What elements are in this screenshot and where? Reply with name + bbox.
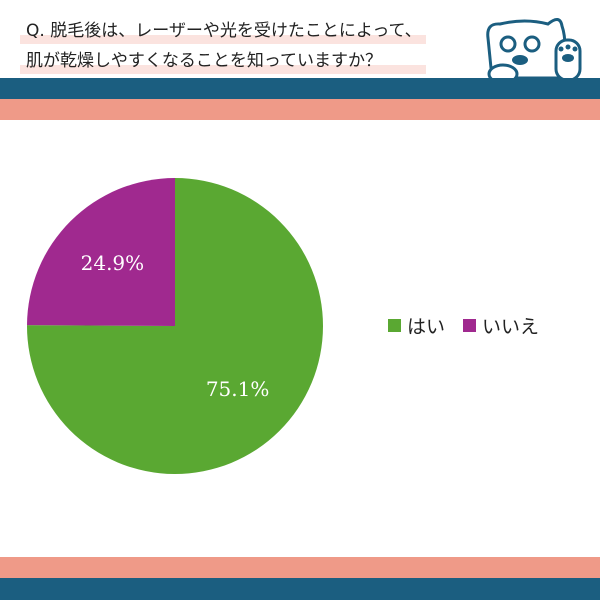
- question-line-2: 肌が乾燥しやすくなることを知っていますか？: [26, 51, 382, 71]
- legend-swatch: [388, 319, 401, 332]
- legend-item-yes: はい: [388, 312, 445, 339]
- highlight: [20, 65, 426, 74]
- legend-item-no: いいえ: [463, 312, 539, 339]
- legend-swatch: [463, 319, 477, 332]
- pie-slice: [27, 178, 175, 326]
- data-label: 75.1%: [206, 377, 270, 401]
- pie-chart: 75.1% 24.9%: [26, 178, 324, 474]
- bottom-salmon-band: [0, 557, 600, 578]
- top-blue-band: [0, 78, 600, 99]
- highlight: [20, 35, 426, 44]
- pie-slice: [26, 178, 324, 474]
- top-salmon-band: [0, 99, 600, 120]
- legend: はい いいえ: [388, 312, 557, 339]
- bottom-blue-band: [0, 578, 600, 600]
- legend-label: いいえ: [482, 316, 540, 338]
- bear-mascot-icon: [486, 18, 582, 83]
- legend-label: はい: [407, 316, 446, 338]
- data-label: 24.9%: [81, 251, 145, 275]
- question-line-1: Q. 脱毛後は、レーザーや光を受けたことによって、: [26, 21, 422, 41]
